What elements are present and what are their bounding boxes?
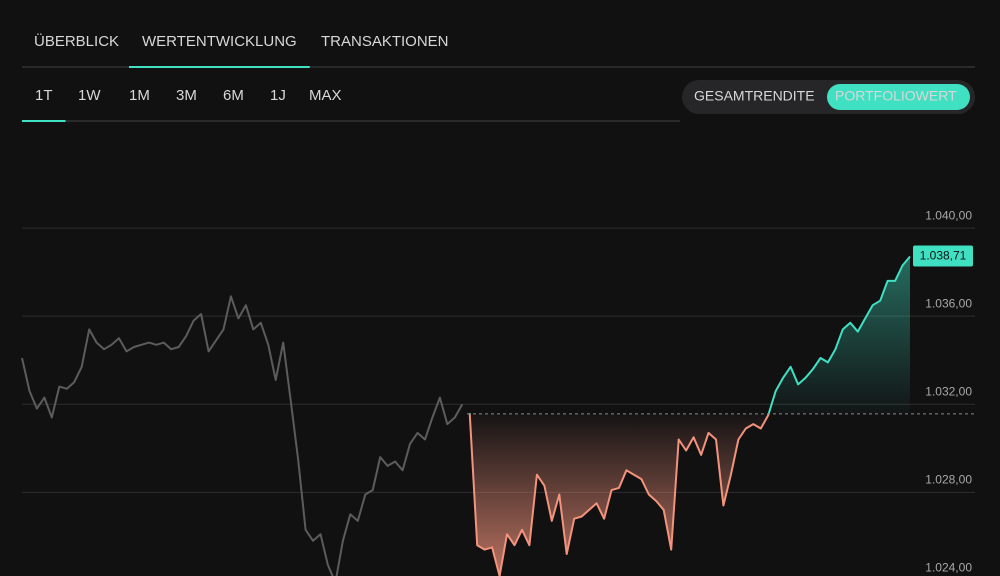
y-tick-label: 1.040,00 (925, 208, 972, 222)
tab[interactable]: ÜBERBLICK (34, 32, 119, 50)
area (469, 256, 910, 576)
period-button[interactable]: 1J (270, 87, 286, 104)
toggle-button[interactable]: PORTFOLIOWERT (835, 88, 957, 104)
tab[interactable]: WERTENTWICKLUNG (142, 33, 297, 50)
plot: 1.024,00 1.028,00 1.032,00 1.036,00 1.040,00 (21, 208, 975, 576)
current-value-label: 1.038,71 (920, 249, 967, 263)
tab[interactable]: TRANSAKTIONEN (321, 33, 449, 50)
y-tick-label: 1.032,00 (925, 384, 972, 398)
current-value-tag (913, 245, 973, 267)
period-button[interactable]: MAX (309, 87, 342, 104)
y-tick-label: 1.028,00 (925, 472, 972, 486)
toggle-button[interactable]: GESAMTRENDITE (694, 88, 815, 104)
period-button[interactable]: 1M (129, 87, 150, 104)
line (21, 295, 464, 576)
line (468, 255, 911, 576)
period-button[interactable]: 1W (78, 87, 101, 104)
y-tick-label: 1.024,00 (925, 561, 972, 575)
period-button: 6M (223, 87, 244, 104)
toggle-active (827, 84, 970, 110)
y-tick-label: 1.036,00 (925, 296, 972, 310)
period-button[interactable]: 1T (35, 87, 53, 104)
period-button[interactable]: 3M (176, 87, 197, 104)
